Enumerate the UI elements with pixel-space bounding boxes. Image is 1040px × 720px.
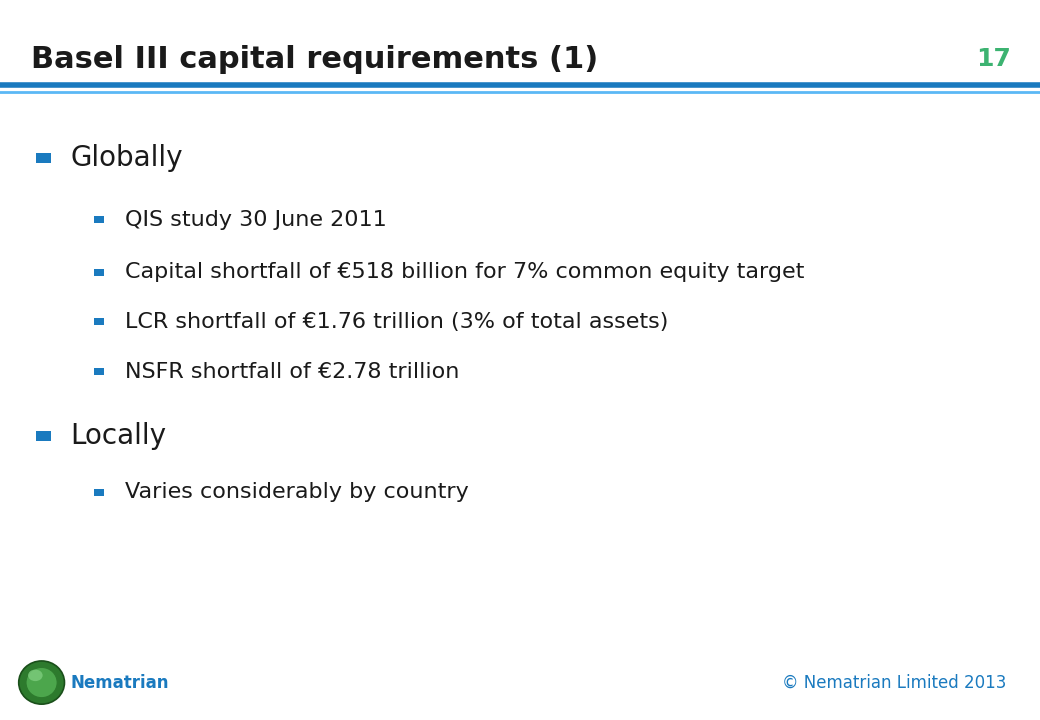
Text: Varies considerably by country: Varies considerably by country: [125, 482, 469, 503]
FancyBboxPatch shape: [94, 269, 104, 276]
Text: QIS study 30 June 2011: QIS study 30 June 2011: [125, 210, 387, 230]
Text: 17: 17: [976, 47, 1011, 71]
Text: © Nematrian Limited 2013: © Nematrian Limited 2013: [782, 674, 1007, 691]
FancyBboxPatch shape: [36, 153, 51, 163]
FancyBboxPatch shape: [94, 368, 104, 375]
Text: Locally: Locally: [71, 422, 166, 449]
Text: LCR shortfall of €1.76 trillion (3% of total assets): LCR shortfall of €1.76 trillion (3% of t…: [125, 312, 668, 332]
Text: Globally: Globally: [71, 145, 183, 172]
Ellipse shape: [28, 670, 43, 681]
Text: Capital shortfall of €518 billion for 7% common equity target: Capital shortfall of €518 billion for 7%…: [125, 262, 804, 282]
FancyBboxPatch shape: [36, 431, 51, 441]
Ellipse shape: [19, 661, 64, 704]
Text: NSFR shortfall of €2.78 trillion: NSFR shortfall of €2.78 trillion: [125, 361, 460, 382]
FancyBboxPatch shape: [94, 318, 104, 325]
FancyBboxPatch shape: [94, 489, 104, 496]
FancyBboxPatch shape: [94, 216, 104, 223]
Text: Basel III capital requirements (1): Basel III capital requirements (1): [31, 45, 598, 73]
Ellipse shape: [26, 667, 57, 698]
Text: Nematrian: Nematrian: [71, 674, 170, 691]
